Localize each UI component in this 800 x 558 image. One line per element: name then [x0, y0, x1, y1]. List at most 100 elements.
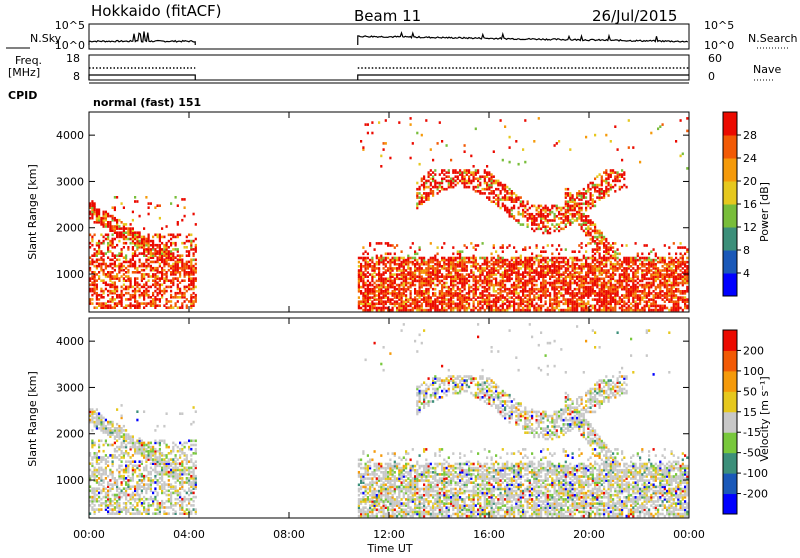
power-cell: [376, 280, 378, 283]
power-cell: [583, 219, 585, 222]
power-cell: [443, 282, 445, 285]
power-cell: [558, 261, 560, 264]
power-cell: [407, 255, 409, 258]
power-cell: [186, 246, 188, 249]
power-cell: [596, 275, 598, 278]
power-cell: [123, 261, 125, 264]
power-cell: [134, 277, 136, 280]
power-cell: [466, 180, 468, 183]
power-cell: [650, 250, 652, 253]
power-cell: [520, 200, 522, 203]
power-cell: [590, 238, 592, 241]
power-cell: [511, 305, 513, 308]
power-cell: [590, 309, 592, 312]
power-cell: [680, 282, 682, 285]
power-cell: [551, 282, 553, 285]
power-cell: [538, 223, 540, 226]
power-cell: [668, 273, 670, 276]
power-cell: [479, 300, 481, 303]
power-cell: [107, 300, 109, 303]
power-cell: [675, 265, 677, 268]
power-cell: [686, 305, 688, 308]
power-cell: [114, 254, 116, 257]
power-cell: [556, 265, 558, 268]
power-cell: [392, 244, 394, 247]
power-cell: [116, 196, 118, 199]
power-cell: [596, 265, 598, 268]
power-cell: [540, 265, 542, 268]
power-cell: [488, 265, 490, 268]
power-cell: [608, 257, 610, 260]
power-cell: [592, 278, 594, 281]
velocity-cell: [96, 498, 98, 501]
power-cell: [125, 254, 127, 257]
power-cell: [569, 148, 571, 151]
cpid-panel: CPID normal (fast) 151: [8, 83, 689, 109]
nave-label: Nave: [753, 63, 781, 76]
power-cell: [157, 275, 159, 278]
power-cell: [416, 182, 418, 185]
power-cell: [446, 282, 448, 285]
power-cell: [506, 288, 508, 291]
power-cell: [125, 275, 127, 278]
power-cell: [141, 252, 143, 255]
power-cell: [430, 182, 432, 185]
power-cell: [157, 244, 159, 247]
power-cell: [184, 286, 186, 289]
power-cell: [123, 223, 125, 226]
power-cell: [161, 242, 163, 245]
power-cell: [130, 223, 132, 226]
power-cell: [434, 169, 436, 172]
power-colorbar-swatch: [723, 227, 737, 251]
power-cell: [448, 257, 450, 260]
power-cell: [515, 140, 517, 143]
power-cell: [601, 188, 603, 191]
power-cell: [657, 292, 659, 295]
power-cell: [610, 255, 612, 258]
power-cell: [367, 275, 369, 278]
power-cell: [666, 307, 668, 310]
power-cell: [405, 294, 407, 297]
power-cell: [569, 265, 571, 268]
power-cell: [524, 280, 526, 283]
power-cell: [459, 288, 461, 291]
power-cell: [621, 244, 623, 247]
power-cell: [504, 284, 506, 287]
power-cell: [637, 282, 639, 285]
power-cell: [536, 255, 538, 258]
power-cell: [109, 284, 111, 287]
power-cell: [547, 282, 549, 285]
power-cell: [621, 280, 623, 283]
power-cell: [500, 280, 502, 283]
power-cell: [452, 178, 454, 181]
power-cell: [452, 246, 454, 249]
power-cell: [594, 263, 596, 266]
power-cell: [509, 192, 511, 195]
power-cell: [502, 294, 504, 297]
power-cell: [432, 159, 434, 162]
power-cell: [168, 240, 170, 243]
power-cell: [94, 252, 96, 255]
power-cell: [639, 284, 641, 287]
power-cell: [594, 184, 596, 187]
power-cell: [684, 269, 686, 272]
power-cell: [646, 278, 648, 281]
power-cell: [560, 280, 562, 283]
power-cell: [668, 261, 670, 264]
power-cell: [466, 186, 468, 189]
power-cell: [130, 259, 132, 262]
power-cell: [495, 273, 497, 276]
power-cell: [380, 165, 382, 168]
power-colorbar-swatch: [723, 158, 737, 182]
power-cell: [385, 263, 387, 266]
power-cell: [432, 171, 434, 174]
power-cell: [621, 173, 623, 176]
velocity-cell: [91, 487, 93, 490]
power-cell: [362, 309, 364, 312]
power-cell: [367, 271, 369, 274]
power-cell: [475, 307, 477, 310]
power-cell: [161, 248, 163, 251]
power-cell: [376, 294, 378, 297]
power-cell: [168, 246, 170, 249]
power-cell: [682, 267, 684, 270]
